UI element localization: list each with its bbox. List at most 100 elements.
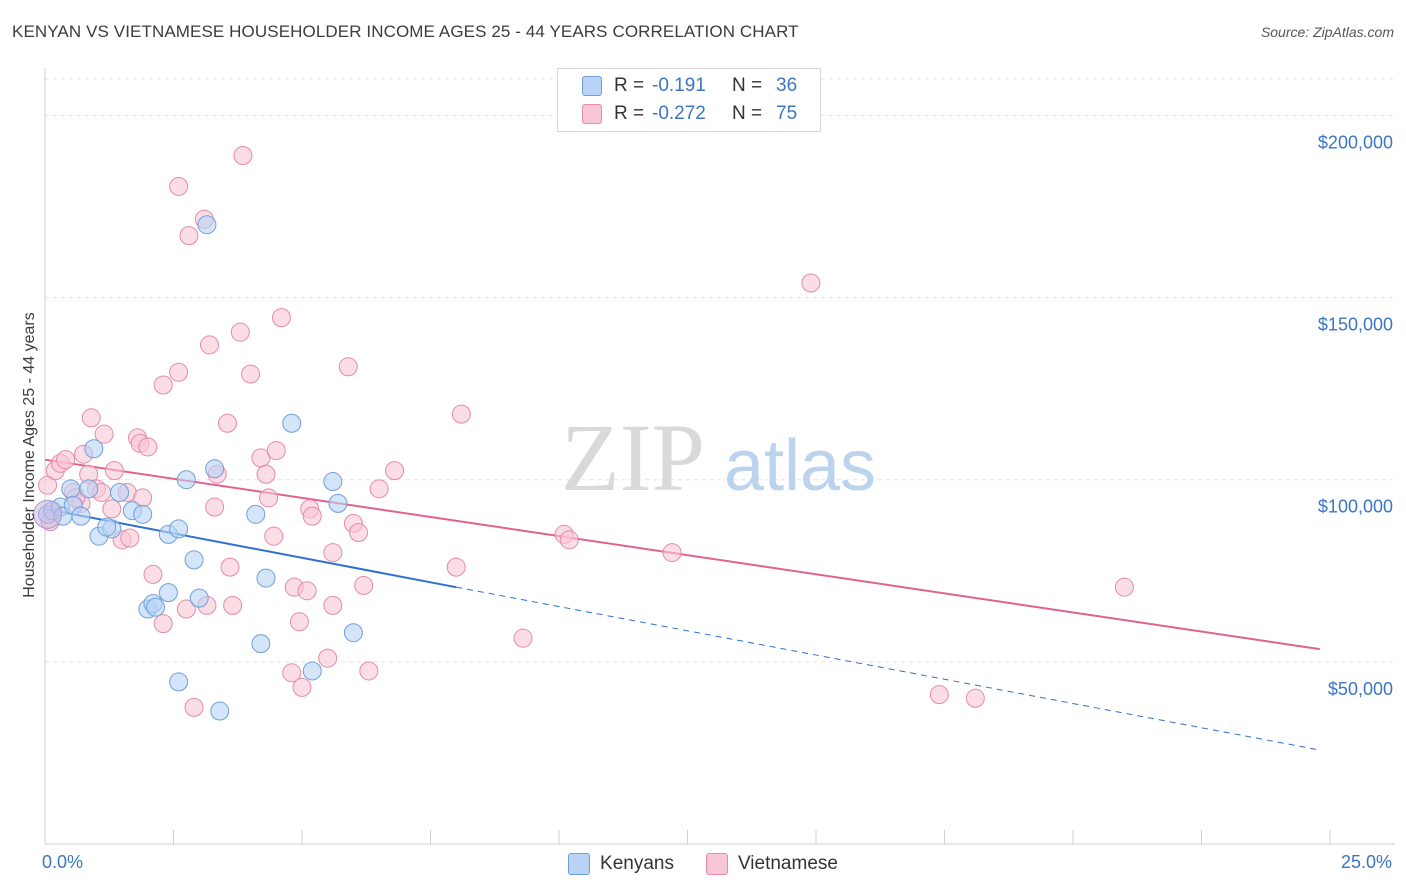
kenyans-point: [282, 413, 302, 433]
vietnamese-point: [929, 685, 949, 705]
vietnamese-point: [1114, 577, 1134, 597]
vietnamese-point: [179, 226, 199, 246]
vietnamese-point: [38, 475, 58, 495]
n-label: N =: [732, 75, 763, 96]
vietnamese-point: [223, 595, 243, 615]
kenyans-point: [246, 504, 266, 524]
vietnamese-point: [338, 357, 358, 377]
correlation-legend: R = -0.191 N = 36 R = -0.272 N = 75: [557, 68, 821, 132]
vietnamese-legend-swatch: [705, 853, 728, 875]
n-label: N =: [732, 103, 763, 124]
kenyans-point: [210, 701, 230, 721]
series-legend: Kenyans Vietnamese: [0, 851, 1406, 877]
kenyans-point: [302, 661, 322, 681]
vietnamese-point: [259, 488, 279, 508]
vietnamese-point: [256, 464, 276, 484]
kenyans-point: [97, 517, 117, 537]
vietnamese-point: [302, 506, 322, 526]
vietnamese-legend-label: Vietnamese: [737, 853, 838, 874]
y-axis-label: Householder Income Ages 25 - 44 years: [21, 312, 38, 598]
vietnamese-point: [801, 273, 821, 293]
vietnamese-point: [349, 523, 369, 543]
kenyans-point: [61, 479, 81, 499]
vietnamese-point: [297, 581, 317, 601]
vietnamese-point: [143, 564, 163, 584]
kenyans-point: [169, 672, 189, 692]
y-tick-label: $100,000: [1318, 497, 1393, 517]
kenyans-legend-swatch: [568, 853, 591, 875]
r-label: R =: [614, 103, 645, 124]
legend-row-kenyans: R = -0.191 N = 36: [582, 74, 797, 98]
kenyans-point: [158, 583, 178, 603]
kenyans-point: [189, 588, 209, 608]
vietnamese-point: [271, 308, 291, 328]
kenyans-trend-extension: [456, 586, 1320, 751]
n-value: 36: [776, 75, 798, 96]
vietnamese-point: [385, 461, 405, 481]
vietnamese-point: [120, 528, 140, 548]
kenyans-point: [169, 519, 189, 539]
vietnamese-point: [81, 408, 101, 428]
vietnamese-point: [292, 677, 312, 697]
vietnamese-point: [264, 526, 284, 546]
kenyans-point: [197, 215, 217, 235]
legend-item-vietnamese: Vietnamese: [705, 853, 838, 875]
vietnamese-point: [282, 663, 302, 683]
kenyans-point: [343, 623, 363, 643]
vietnamese-point: [169, 362, 189, 382]
vietnamese-point: [241, 364, 261, 384]
kenyans-point: [71, 506, 91, 526]
vietnamese-point: [446, 557, 466, 577]
vietnamese-point: [359, 661, 379, 681]
y-tick-label: $50,000: [1328, 679, 1393, 699]
r-value: -0.272: [652, 103, 706, 124]
vietnamese-points: [38, 146, 1134, 717]
chart-title: KENYAN VS VIETNAMESE HOUSEHOLDER INCOME …: [12, 22, 799, 41]
axes: [44, 68, 1395, 845]
kenyans-point: [256, 568, 276, 588]
vietnamese-point: [205, 497, 225, 517]
vietnamese-point: [176, 599, 196, 619]
vietnamese-point: [451, 404, 471, 424]
legend-row-vietnamese: R = -0.272 N = 75: [582, 102, 797, 126]
watermark-atlas: atlas: [724, 426, 876, 506]
vietnamese-point: [138, 437, 158, 457]
vietnamese-point: [559, 530, 579, 550]
watermark: ZIP atlas: [561, 404, 876, 511]
vietnamese-point: [169, 176, 189, 196]
watermark-zip: ZIP: [561, 404, 705, 511]
kenyans-point: [205, 459, 225, 479]
n-value: 75: [776, 103, 798, 124]
vietnamese-point: [153, 614, 173, 634]
overlap-cluster-point: [33, 499, 63, 529]
vietnamese-point: [56, 450, 76, 470]
kenyans-point: [84, 439, 104, 459]
kenyans-legend-label: Kenyans: [600, 853, 674, 874]
r-label: R =: [614, 75, 645, 96]
vietnamese-swatch: [582, 104, 602, 124]
vietnamese-point: [318, 648, 338, 668]
vietnamese-point: [369, 479, 389, 499]
vietnamese-point: [323, 543, 343, 563]
vietnamese-point: [220, 557, 240, 577]
kenyans-point: [251, 634, 271, 654]
kenyans-point: [323, 472, 343, 492]
vietnamese-point: [104, 461, 124, 481]
vietnamese-point: [94, 424, 114, 444]
vietnamese-point: [354, 575, 374, 595]
y-tick-labels: $50,000 $100,000 $150,000 $200,000: [1318, 132, 1393, 698]
vietnamese-point: [153, 375, 173, 395]
vietnamese-point: [102, 499, 122, 519]
vietnamese-point: [217, 413, 237, 433]
y-tick-label: $200,000: [1318, 132, 1393, 152]
vietnamese-point: [965, 688, 985, 708]
kenyans-point: [79, 479, 99, 499]
kenyans-point: [133, 504, 153, 524]
kenyans-swatch: [582, 76, 602, 96]
vietnamese-point: [513, 628, 533, 648]
vietnamese-point: [662, 543, 682, 563]
vietnamese-point: [199, 335, 219, 355]
x-tick-min: 0.0%: [42, 852, 84, 872]
kenyans-points: [33, 215, 363, 721]
